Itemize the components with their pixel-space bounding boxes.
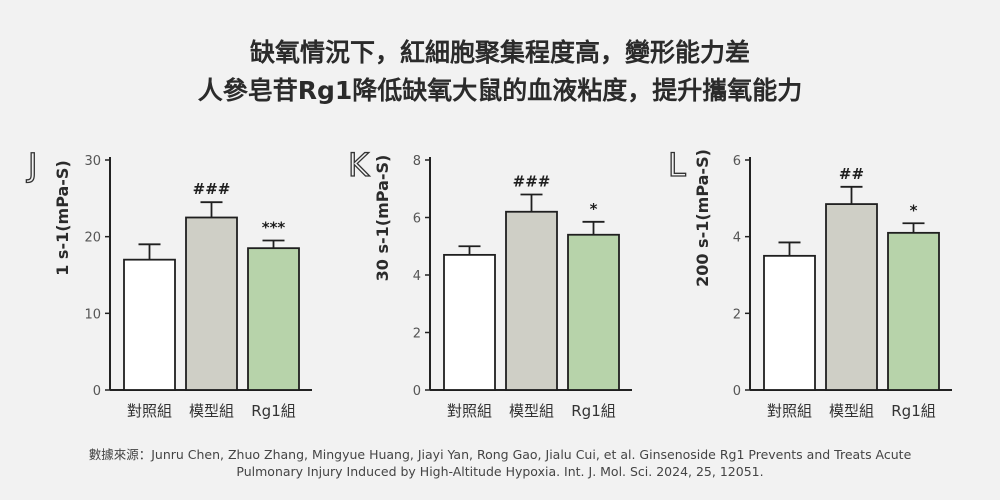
y-tick-label: 4: [733, 231, 741, 246]
significance-label: ###: [193, 180, 231, 198]
y-tick-label: 30: [84, 154, 101, 169]
page-title: 缺氧情況下，紅細胞聚集程度高，變形能力差 人參皂苷Rg1降低缺氧大鼠的血液粘度，…: [0, 34, 1000, 110]
y-tick-label: 6: [733, 154, 741, 169]
significance-label: *: [910, 201, 918, 219]
x-category-label: 模型組: [829, 402, 874, 420]
x-category-label: 對照組: [447, 402, 492, 420]
x-category-label: 模型組: [189, 402, 234, 420]
source-line-1: 數據來源：Junru Chen, Zhuo Zhang, Mingyue Hua…: [88, 447, 912, 462]
x-category-label: Rg1組: [571, 402, 616, 420]
significance-label: *: [590, 200, 598, 218]
y-axis-label: 1 s-1(mPa-S): [53, 160, 72, 276]
y-tick-label: 2: [413, 327, 421, 342]
y-tick-label: 2: [733, 307, 741, 322]
chart-panel-k: K 30 s-1(mPa-S) 0 2 4 6 8 對照組 ### 模型組 * Rg1組: [347, 145, 632, 420]
x-category-label: Rg1組: [891, 402, 936, 420]
y-tick-label: 10: [84, 307, 101, 322]
panel-label: L: [668, 146, 686, 184]
y-tick-label: 0: [413, 384, 421, 399]
x-category-label: 模型組: [509, 402, 554, 420]
bar-1: [123, 258, 176, 391]
title-line-2: 人參皂苷Rg1降低缺氧大鼠的血液粘度，提升攜氧能力: [197, 76, 803, 105]
y-tick-label: 6: [413, 212, 421, 227]
y-tick-label: 8: [413, 154, 421, 169]
significance-label: ###: [513, 173, 551, 191]
x-category-label: Rg1組: [251, 402, 296, 420]
chart-panel-j: J 1 s-1(mPa-S) 0 10 20 30 對照組 ### 模型組 *** Rg1組: [25, 145, 312, 420]
panel-label: J: [26, 146, 37, 184]
y-tick-label: 0: [733, 384, 741, 399]
bar-2: [505, 210, 558, 391]
significance-label: ##: [839, 165, 864, 183]
bar-2: [825, 203, 878, 391]
bar-3: [567, 233, 620, 391]
y-axis-label: 30 s-1(mPa-S): [373, 155, 392, 282]
bar-1: [763, 254, 816, 391]
significance-label: ***: [262, 219, 286, 237]
bar-3: [887, 231, 940, 391]
title-line-1: 缺氧情況下，紅細胞聚集程度高，變形能力差: [249, 38, 750, 67]
bar-3: [247, 247, 300, 391]
x-category-label: 對照組: [127, 402, 172, 420]
y-tick-label: 0: [93, 384, 101, 399]
y-tick-label: 20: [84, 231, 101, 246]
source-citation: 數據來源：Junru Chen, Zhuo Zhang, Mingyue Hua…: [40, 446, 960, 480]
chart-panel-l: L 200 s-1(mPa-S) 0 2 4 6 對照組 ## 模型組 * Rg1組: [667, 145, 952, 420]
y-axis-label: 200 s-1(mPa-S): [693, 149, 712, 287]
bar-2: [185, 216, 238, 391]
x-category-label: 對照組: [767, 402, 812, 420]
bar-1: [443, 253, 496, 391]
source-line-2: Pulmonary Injury Induced by High-Altitud…: [236, 464, 764, 479]
y-tick-label: 4: [413, 269, 421, 284]
panel-label: K: [348, 146, 370, 184]
